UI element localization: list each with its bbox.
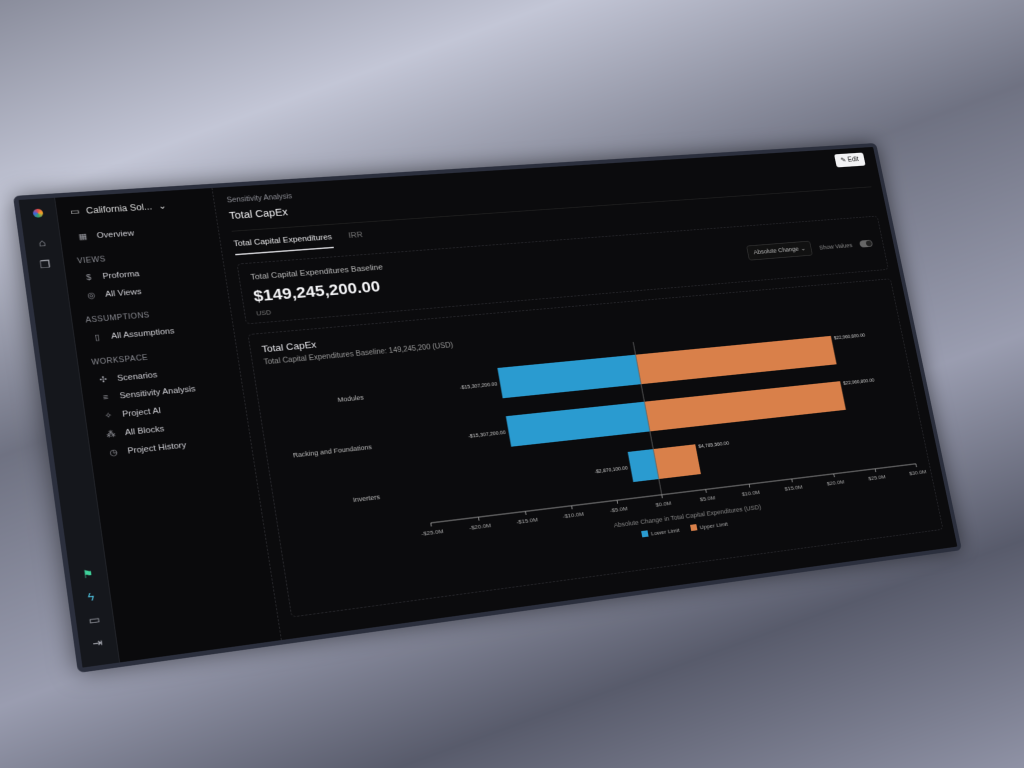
home-icon[interactable]: ⌂ bbox=[37, 236, 47, 249]
x-tick-label: -$15.0M bbox=[516, 517, 539, 526]
mode-select-value: Absolute Change bbox=[752, 245, 800, 256]
sidebar-item-label: Scenarios bbox=[116, 370, 158, 383]
x-tick-label: -$25.0M bbox=[421, 528, 444, 537]
sidebar-item-overview[interactable]: ▦ Overview bbox=[73, 219, 207, 246]
data-label-lower: -$15,307,200.00 bbox=[468, 430, 506, 439]
x-tick bbox=[706, 489, 707, 492]
main-content: Sensitivity Analysis Total CapEx ✎ Edit … bbox=[212, 147, 957, 640]
filter-icon: ≡ bbox=[102, 392, 109, 403]
x-tick bbox=[792, 479, 793, 482]
sidebar-item-label: All Blocks bbox=[124, 424, 165, 437]
chart-card: Total CapEx Total Capital Expenditures B… bbox=[247, 278, 944, 618]
category-label: Inverters bbox=[353, 494, 381, 504]
x-tick-label: $20.0M bbox=[826, 479, 845, 487]
bar-lower-limit bbox=[497, 354, 642, 399]
data-label-lower: -$15,307,200.00 bbox=[460, 382, 498, 391]
flag-icon[interactable]: ⚑ bbox=[81, 567, 95, 581]
x-tick bbox=[662, 495, 663, 498]
bar-upper-limit bbox=[653, 444, 701, 480]
show-values-toggle[interactable] bbox=[859, 239, 874, 248]
tab-total-capex[interactable]: Total Capital Expenditures bbox=[233, 233, 334, 256]
chevron-down-icon: ⌄ bbox=[800, 244, 807, 252]
clock-icon: ◷ bbox=[108, 447, 119, 458]
data-label-upper: $4,785,560.00 bbox=[698, 441, 729, 450]
x-tick bbox=[572, 506, 573, 509]
x-tick-label: $10.0M bbox=[741, 489, 760, 497]
legend-swatch-upper bbox=[690, 524, 698, 532]
x-tick-label: -$10.0M bbox=[562, 511, 584, 520]
x-tick-label: -$5.0M bbox=[609, 506, 628, 514]
app-logo-icon bbox=[32, 208, 44, 218]
logout-icon[interactable]: ⇥ bbox=[91, 635, 104, 650]
x-axis-label: Absolute Change in Total Capital Expendi… bbox=[613, 504, 761, 529]
chevron-down-icon: ⌄ bbox=[157, 200, 168, 212]
sidebar-item-label: All Assumptions bbox=[110, 326, 175, 341]
data-label-upper: $22,960,800.00 bbox=[834, 333, 866, 341]
sidebar-item-label: Project AI bbox=[121, 406, 162, 419]
x-tick-label: $25.0M bbox=[868, 474, 886, 482]
book-icon[interactable]: ▭ bbox=[87, 612, 101, 627]
dollar-icon: $ bbox=[85, 273, 92, 283]
x-tick bbox=[916, 464, 917, 467]
sidebar-item-label: Proforma bbox=[102, 269, 141, 281]
x-tick bbox=[749, 484, 750, 487]
bar-lower-limit bbox=[505, 401, 650, 447]
project-name: California Sol... bbox=[85, 201, 153, 216]
copy-icon[interactable]: ❐ bbox=[39, 258, 52, 271]
bar-upper-limit bbox=[635, 335, 837, 385]
grid-icon: ▦ bbox=[78, 232, 88, 242]
app-window: ⌂ ❐ ⚑ ϟ ▭ ⇥ ▭ California Sol... ⌄ ▦ Overvie… bbox=[13, 143, 962, 673]
bar-upper-limit bbox=[644, 381, 846, 432]
folder-icon: ▭ bbox=[69, 206, 81, 217]
project-selector[interactable]: ▭ California Sol... ⌄ bbox=[70, 199, 202, 217]
x-tick bbox=[834, 474, 835, 477]
edit-button[interactable]: ✎ Edit bbox=[833, 152, 866, 168]
tornado-chart: Modules -$15,307,200.00 $22,960,800.00 Rack… bbox=[292, 333, 927, 538]
legend-label-lower: Lower Limit bbox=[650, 527, 680, 537]
legend-swatch-lower bbox=[641, 530, 649, 538]
x-tick bbox=[478, 517, 479, 521]
category-label: Racking and Foundations bbox=[292, 444, 372, 459]
legend-label-upper: Upper Limit bbox=[699, 521, 728, 531]
x-tick-label: $15.0M bbox=[784, 484, 803, 492]
x-tick bbox=[431, 523, 432, 527]
x-tick bbox=[525, 511, 526, 515]
data-label-lower: -$2,870,100.00 bbox=[594, 466, 628, 475]
show-values-label: Show Values bbox=[818, 241, 853, 251]
views-icon: ◎ bbox=[86, 291, 96, 301]
sparkle-icon: ✧ bbox=[103, 411, 113, 421]
x-tick-label: $0.0M bbox=[655, 500, 672, 508]
x-tick-label: $5.0M bbox=[699, 495, 715, 503]
x-tick-label: $30.0M bbox=[909, 469, 927, 477]
edit-label: Edit bbox=[847, 155, 860, 164]
sidebar-item-label: All Views bbox=[104, 287, 142, 299]
document-icon: ▯ bbox=[94, 333, 101, 343]
scenarios-icon: ✣ bbox=[98, 375, 108, 385]
category-label: Modules bbox=[337, 395, 365, 404]
bolt-icon[interactable]: ϟ bbox=[87, 590, 96, 604]
x-tick bbox=[875, 469, 876, 472]
tab-irr[interactable]: IRR bbox=[347, 230, 364, 241]
sidebar-item-label: Project History bbox=[126, 440, 187, 456]
data-label-upper: $22,960,800.00 bbox=[843, 378, 875, 386]
sidebar-item-label: Overview bbox=[96, 228, 135, 240]
blocks-icon: ⁂ bbox=[105, 429, 117, 440]
x-tick-label: -$20.0M bbox=[469, 523, 492, 532]
x-tick bbox=[617, 500, 618, 503]
